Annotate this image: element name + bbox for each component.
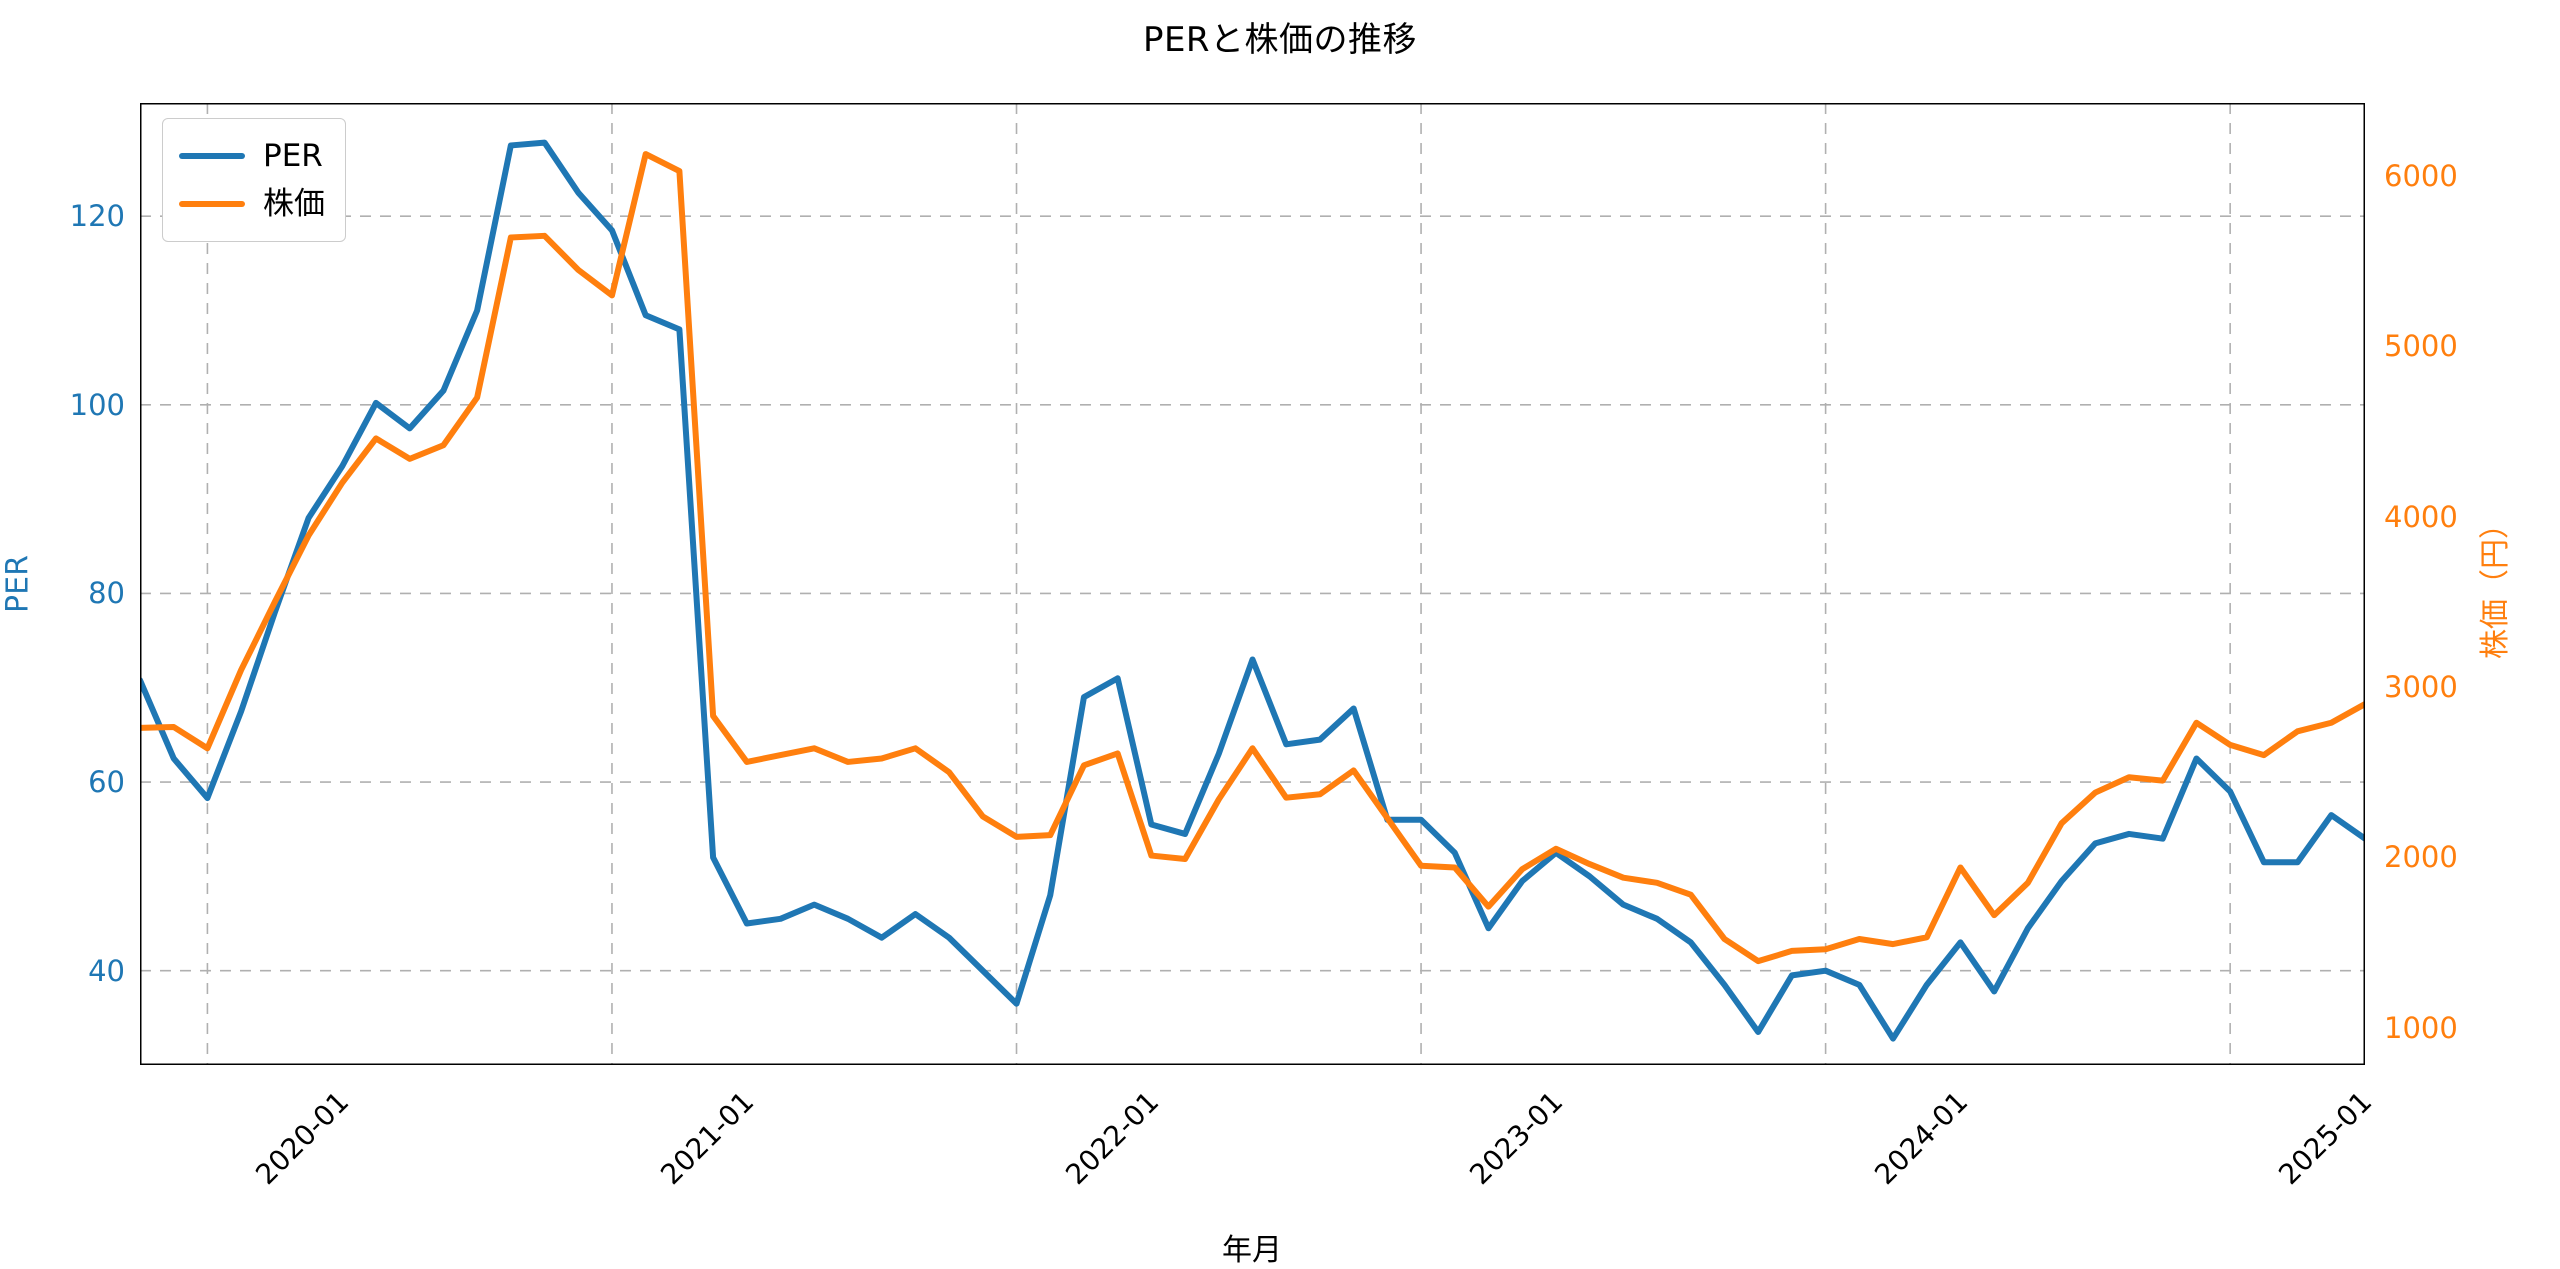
legend-label-price: 株価 <box>263 185 325 222</box>
y-axis-right-tick-label: 3000 <box>2384 670 2458 704</box>
y-axis-left-tick-label: 100 <box>69 387 125 422</box>
legend-swatch-per <box>179 153 245 159</box>
chart-title: PERと株価の推移 <box>1142 20 1418 60</box>
data-series-group <box>140 139 2365 1042</box>
gridlines <box>140 103 2365 1065</box>
series-line-per <box>140 139 2365 1042</box>
y-axis-right-label: 株価（円） <box>2478 509 2513 659</box>
x-axis-tick-label: 2024-01 <box>1867 1085 1974 1192</box>
y-axis-right-tick-label: 4000 <box>2384 499 2458 534</box>
y-axis-left-tick-label: 120 <box>69 199 125 234</box>
x-axis-tick-label: 2020-01 <box>249 1085 356 1192</box>
legend-item-price: 株価 <box>179 180 325 228</box>
x-axis-tick-label: 2023-01 <box>1463 1085 1570 1192</box>
y-axis-left-tick-label: 80 <box>88 576 125 611</box>
y-axis-right-tick-label: 1000 <box>2384 1010 2458 1045</box>
axis-ticks <box>140 176 2365 1065</box>
y-axis-right-tick-label: 5000 <box>2384 329 2458 364</box>
y-axis-left-tick-label: 40 <box>88 953 125 988</box>
legend-swatch-price <box>179 201 245 207</box>
series-line-price <box>140 151 2365 965</box>
y-axis-right-tick-label: 2000 <box>2384 840 2458 875</box>
legend-item-per: PER <box>179 132 325 180</box>
y-axis-left-tick-label: 60 <box>88 765 125 800</box>
x-axis-label: 年月 <box>1222 1233 1282 1268</box>
chart-legend: PER 株価 <box>162 118 346 242</box>
y-axis-right-tick-label: 6000 <box>2384 159 2458 194</box>
plot-area: 40 60 80 100 120 1000 2000 3000 4000 5000 6000 20… <box>1 103 2513 1268</box>
axis-spines <box>140 103 2365 1065</box>
y-axis-left-label: PER <box>0 555 36 613</box>
x-axis-tick-label: 2021-01 <box>654 1085 761 1192</box>
x-axis-tick-label: 2022-01 <box>1058 1085 1165 1192</box>
legend-label-per: PER <box>263 137 323 174</box>
x-axis-tick-label: 2025-01 <box>2272 1085 2379 1192</box>
plot-canvas <box>140 103 2365 1065</box>
